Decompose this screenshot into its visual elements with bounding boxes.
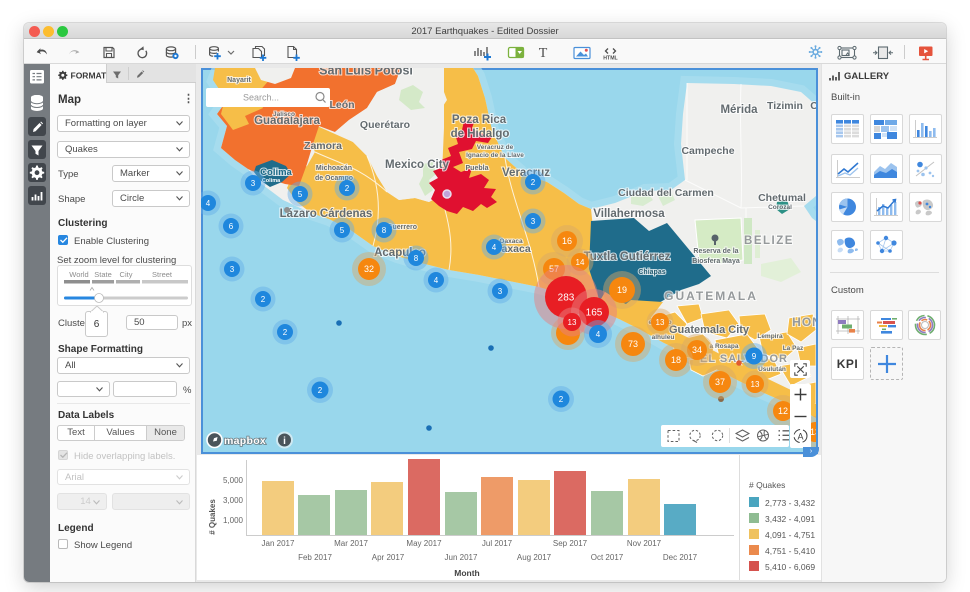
svg-text:13: 13 xyxy=(656,318,665,327)
svg-text:5: 5 xyxy=(298,190,303,199)
svg-text:Guadalajara: Guadalajara xyxy=(254,115,320,127)
svg-text:Search...: Search... xyxy=(243,93,279,103)
svg-text:3: 3 xyxy=(251,179,256,188)
svg-text:6: 6 xyxy=(229,222,234,231)
svg-text:283: 283 xyxy=(558,293,575,304)
svg-text:Mexico City: Mexico City xyxy=(385,159,450,171)
svg-text:Corozal: Corozal xyxy=(768,204,792,211)
svg-text:Chiapas: Chiapas xyxy=(638,269,665,276)
svg-text:13: 13 xyxy=(568,318,577,327)
svg-text:Ignacio de la Llave: Ignacio de la Llave xyxy=(466,152,524,159)
svg-text:A: A xyxy=(797,432,803,442)
svg-text:2: 2 xyxy=(261,295,266,304)
svg-text:Jalisco: Jalisco xyxy=(273,111,295,118)
svg-text:Usulután: Usulután xyxy=(758,366,786,373)
svg-text:Guerrero: Guerrero xyxy=(387,224,417,231)
svg-text:Biosfera Maya: Biosfera Maya xyxy=(692,258,740,265)
svg-text:3: 3 xyxy=(230,265,235,274)
svg-text:4: 4 xyxy=(206,199,211,208)
svg-text:Nayarit: Nayarit xyxy=(227,77,251,84)
svg-text:i: i xyxy=(283,436,286,447)
svg-text:34: 34 xyxy=(692,345,702,355)
svg-text:Tuxtla Gutiérrez: Tuxtla Gutiérrez xyxy=(584,251,671,263)
svg-text:Guatemala City: Guatemala City xyxy=(669,324,750,336)
svg-text:18: 18 xyxy=(671,355,681,365)
svg-text:Zamora: Zamora xyxy=(304,140,342,152)
svg-text:World: World xyxy=(69,270,88,279)
svg-text:EL SALVADOR: EL SALVADOR xyxy=(700,353,788,365)
svg-text:4: 4 xyxy=(596,330,601,339)
svg-text:19: 19 xyxy=(617,285,627,295)
svg-text:Oaxaca: Oaxaca xyxy=(493,243,531,255)
svg-text:16: 16 xyxy=(562,236,572,246)
svg-text:Lázaro Cárdenas: Lázaro Cárdenas xyxy=(280,208,373,220)
svg-text:4: 4 xyxy=(434,276,439,285)
svg-text:Veracruz de: Veracruz de xyxy=(477,144,514,151)
svg-text:2: 2 xyxy=(345,184,350,193)
svg-text:GUATEMALA: GUATEMALA xyxy=(664,289,758,303)
svg-text:Reserva de la: Reserva de la xyxy=(693,248,738,255)
svg-text:Querétaro: Querétaro xyxy=(360,119,410,131)
svg-text:Mérida: Mérida xyxy=(720,104,758,116)
svg-text:Lempira: Lempira xyxy=(757,333,783,340)
svg-text:State: State xyxy=(94,270,112,279)
svg-text:37: 37 xyxy=(715,377,725,387)
svg-text:Street: Street xyxy=(152,270,173,279)
svg-text:Poza Rica: Poza Rica xyxy=(452,114,507,126)
svg-text:Colima: Colima xyxy=(260,167,292,178)
svg-text:Ciudad del Carmen: Ciudad del Carmen xyxy=(618,187,714,199)
svg-text:2: 2 xyxy=(283,328,288,337)
svg-text:Villahermosa: Villahermosa xyxy=(593,208,665,220)
svg-text:9: 9 xyxy=(752,352,757,361)
svg-text:13: 13 xyxy=(751,380,760,389)
svg-text:BELIZE: BELIZE xyxy=(744,235,794,247)
svg-text:a Rosapa: a Rosapa xyxy=(710,343,739,350)
svg-text:73: 73 xyxy=(628,339,638,349)
svg-text:alhuleu: alhuleu xyxy=(652,334,675,341)
svg-text:Michoacán: Michoacán xyxy=(316,165,352,172)
svg-text:Colima: Colima xyxy=(262,178,281,184)
svg-text:San Luis Potosí: San Luis Potosí xyxy=(319,68,413,78)
svg-text:5: 5 xyxy=(340,226,345,235)
svg-text:Chetumal: Chetumal xyxy=(758,192,806,204)
svg-text:13: 13 xyxy=(810,427,816,437)
svg-text:Oaxaca: Oaxaca xyxy=(499,238,523,245)
svg-text:de Ocampo: de Ocampo xyxy=(315,175,353,182)
svg-text:HON: HON xyxy=(792,315,816,329)
svg-text:32: 32 xyxy=(364,264,374,274)
svg-text:Puebla: Puebla xyxy=(466,165,489,172)
svg-text:4: 4 xyxy=(492,243,497,252)
svg-text:FORMAT: FORMAT xyxy=(71,71,108,81)
svg-text:de Hidalgo: de Hidalgo xyxy=(451,128,510,140)
svg-text:HTML: HTML xyxy=(603,56,618,62)
svg-text:Tizimin: Tizimin xyxy=(767,100,803,112)
svg-text:City: City xyxy=(120,270,133,279)
svg-text:León: León xyxy=(329,99,354,111)
svg-text:12: 12 xyxy=(778,406,788,416)
svg-text:3: 3 xyxy=(531,217,536,226)
svg-text:8: 8 xyxy=(382,226,387,235)
svg-text:165: 165 xyxy=(586,308,603,319)
svg-text:14: 14 xyxy=(576,258,585,267)
svg-text:C: C xyxy=(810,100,816,112)
svg-text:2: 2 xyxy=(559,395,564,404)
svg-text:T: T xyxy=(539,46,548,61)
svg-text:mapbox: mapbox xyxy=(224,435,266,447)
svg-text:Campeche: Campeche xyxy=(681,145,734,157)
svg-text:3: 3 xyxy=(498,287,503,296)
svg-text:La Paz: La Paz xyxy=(783,345,804,352)
svg-text:8: 8 xyxy=(414,254,419,263)
svg-text:2: 2 xyxy=(318,386,323,395)
svg-text:2: 2 xyxy=(531,178,536,187)
